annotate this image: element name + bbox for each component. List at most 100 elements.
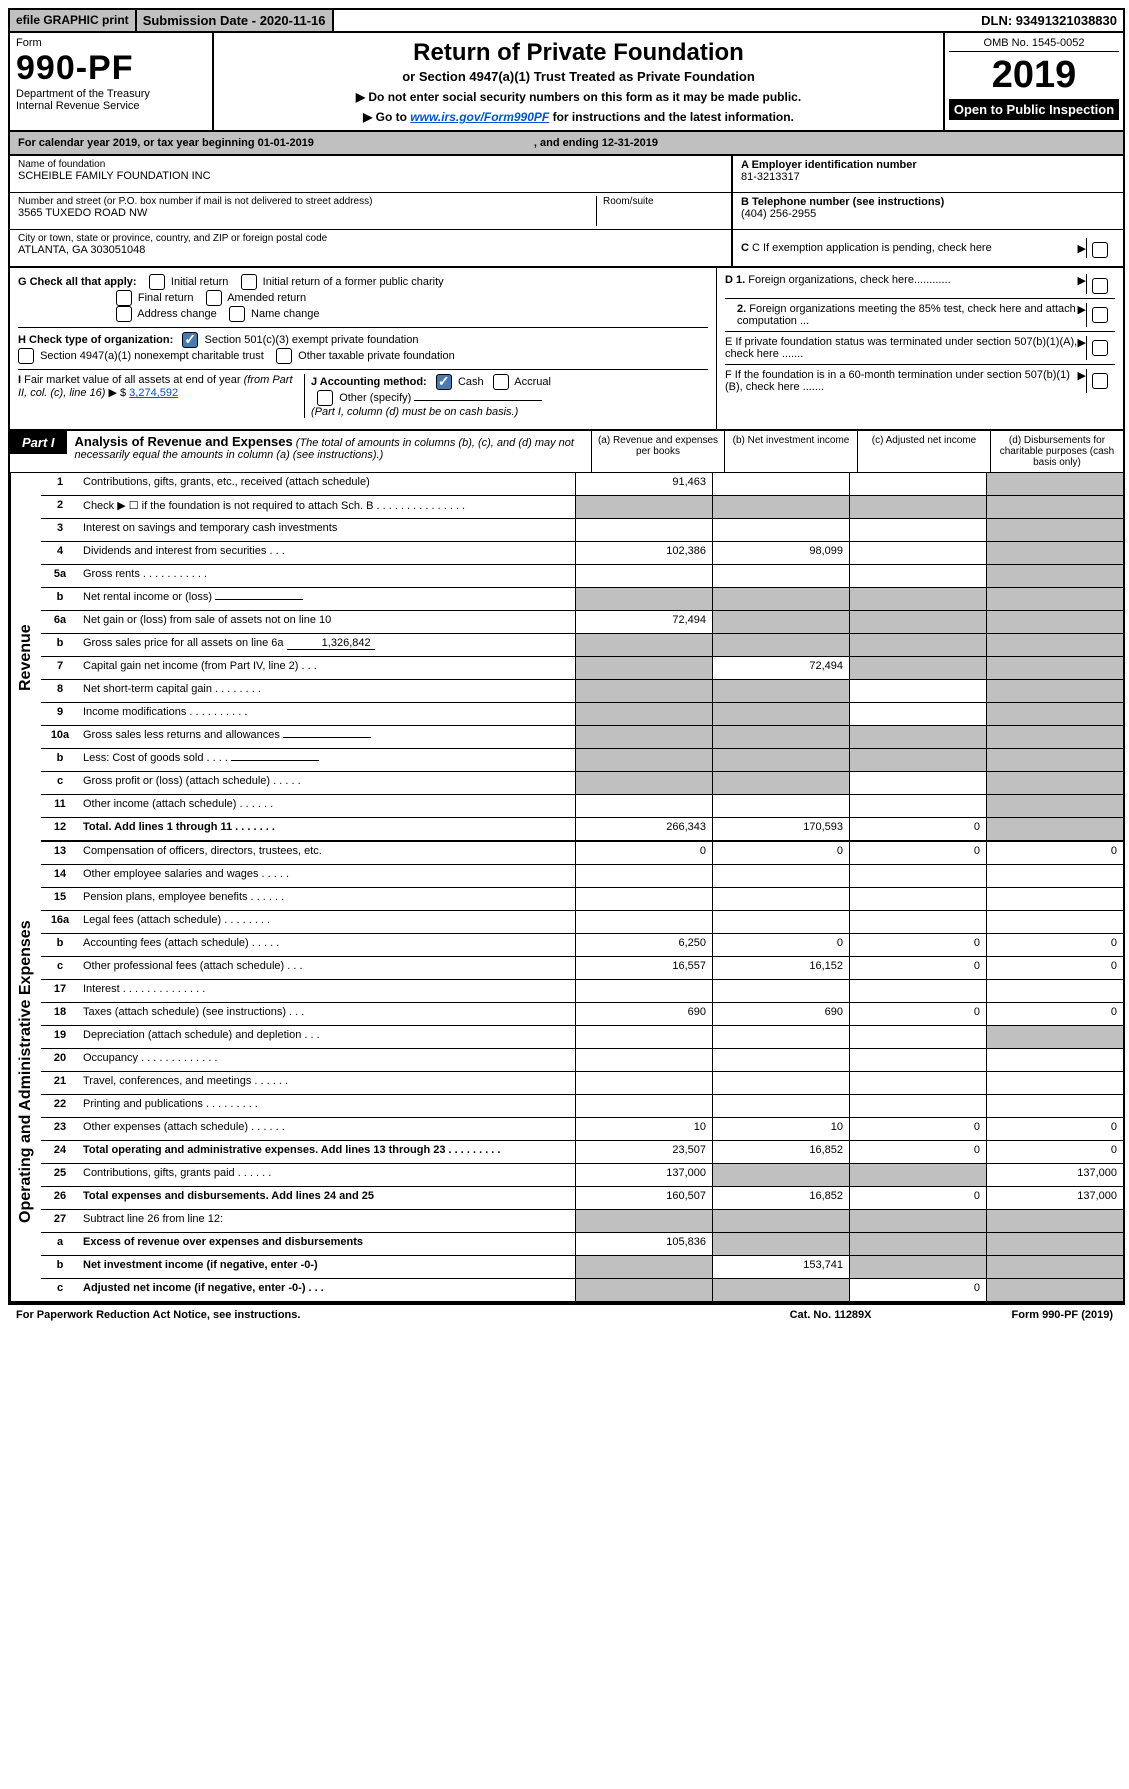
row-description: Depreciation (attach schedule) and deple… <box>79 1026 575 1048</box>
d1-chk[interactable] <box>1092 278 1108 294</box>
other-taxable-chk[interactable] <box>276 348 292 364</box>
form-number: 990-PF <box>16 49 206 88</box>
part1-header: Part I Analysis of Revenue and Expenses … <box>10 431 1123 473</box>
d2-label: 2. Foreign organizations meeting the 85%… <box>725 303 1078 327</box>
501c3-chk[interactable] <box>182 332 198 348</box>
cell-col-a <box>575 519 712 541</box>
line-12: 12Total. Add lines 1 through 11 . . . . … <box>41 818 1123 842</box>
period-begin: For calendar year 2019, or tax year begi… <box>18 137 314 149</box>
cell-col-a <box>575 1026 712 1048</box>
line-18: 18Taxes (attach schedule) (see instructi… <box>41 1003 1123 1026</box>
4947-chk[interactable] <box>18 348 34 364</box>
initial-return-chk[interactable] <box>149 274 165 290</box>
row-number: 3 <box>41 519 79 541</box>
cell-col-c <box>849 1233 986 1255</box>
row-number: 1 <box>41 473 79 495</box>
row-number: 6a <box>41 611 79 633</box>
cell-col-d <box>986 726 1123 748</box>
exemption-label: C C If exemption application is pending,… <box>741 242 1078 254</box>
cell-col-a: 72,494 <box>575 611 712 633</box>
cell-col-d <box>986 1233 1123 1255</box>
amended-chk[interactable] <box>206 290 222 306</box>
phone-value: (404) 256-2955 <box>741 208 1115 220</box>
row-description: Compensation of officers, directors, tru… <box>79 842 575 864</box>
cell-col-b <box>712 888 849 910</box>
address-change-chk[interactable] <box>116 306 132 322</box>
cat-number: Cat. No. 11289X <box>790 1309 872 1321</box>
exemption-checkbox[interactable] <box>1092 242 1108 258</box>
cell-col-c: 0 <box>849 957 986 979</box>
line-a: aExcess of revenue over expenses and dis… <box>41 1233 1123 1256</box>
row-number: 17 <box>41 980 79 1002</box>
final-return-chk[interactable] <box>116 290 132 306</box>
irs-link[interactable]: www.irs.gov/Form990PF <box>410 110 549 124</box>
h-row: H Check type of organization: Section 50… <box>18 327 708 364</box>
cell-col-c: 0 <box>849 1118 986 1140</box>
cell-col-a <box>575 1072 712 1094</box>
line-16a: 16aLegal fees (attach schedule) . . . . … <box>41 911 1123 934</box>
cell-col-a <box>575 980 712 1002</box>
cell-col-c <box>849 657 986 679</box>
cell-col-d <box>986 1256 1123 1278</box>
cell-col-a <box>575 680 712 702</box>
fmv-link[interactable]: 3,274,592 <box>129 387 178 399</box>
entity-info: Name of foundation SCHEIBLE FAMILY FOUND… <box>10 156 1123 268</box>
line-b: bAccounting fees (attach schedule) . . .… <box>41 934 1123 957</box>
d2-chk[interactable] <box>1092 307 1108 323</box>
efile-print-button[interactable]: efile GRAPHIC print <box>10 10 137 31</box>
row-number: c <box>41 772 79 794</box>
cell-col-c <box>849 1095 986 1117</box>
line-19: 19Depreciation (attach schedule) and dep… <box>41 1026 1123 1049</box>
name-change-chk[interactable] <box>229 306 245 322</box>
period-end: , and ending 12-31-2019 <box>534 137 658 149</box>
cell-col-b: 170,593 <box>712 818 849 840</box>
cell-col-c <box>849 519 986 541</box>
cell-col-a: 690 <box>575 1003 712 1025</box>
row-number: b <box>41 1256 79 1278</box>
cell-col-b <box>712 772 849 794</box>
cell-col-b <box>712 588 849 610</box>
f-chk[interactable] <box>1092 373 1108 389</box>
accrual-chk[interactable] <box>493 374 509 390</box>
cell-col-d <box>986 611 1123 633</box>
goto-notice: ▶ Go to www.irs.gov/Form990PF for instru… <box>222 110 935 124</box>
column-headers: (a) Revenue and expenses per books (b) N… <box>591 431 1123 472</box>
line-1: 1Contributions, gifts, grants, etc., rec… <box>41 473 1123 496</box>
cell-col-a: 0 <box>575 842 712 864</box>
cell-col-d: 0 <box>986 1118 1123 1140</box>
city-state-zip: ATLANTA, GA 303051048 <box>18 244 723 256</box>
e-label: E If private foundation status was termi… <box>725 336 1078 360</box>
cell-col-d: 0 <box>986 934 1123 956</box>
line-4: 4Dividends and interest from securities … <box>41 542 1123 565</box>
cash-chk[interactable] <box>436 374 452 390</box>
line-2: 2Check ▶ ☐ if the foundation is not requ… <box>41 496 1123 519</box>
line-17: 17Interest . . . . . . . . . . . . . . <box>41 980 1123 1003</box>
initial-former-chk[interactable] <box>241 274 257 290</box>
cell-col-a <box>575 888 712 910</box>
room-label: Room/suite <box>603 196 723 207</box>
cell-col-d: 0 <box>986 1003 1123 1025</box>
line-b: bNet rental income or (loss) <box>41 588 1123 611</box>
row-number: 2 <box>41 496 79 518</box>
cell-col-d: 137,000 <box>986 1187 1123 1209</box>
irs-label: Internal Revenue Service <box>16 100 206 112</box>
line-c: cOther professional fees (attach schedul… <box>41 957 1123 980</box>
cell-col-b <box>712 634 849 656</box>
cell-col-b <box>712 703 849 725</box>
row-description: Other employee salaries and wages . . . … <box>79 865 575 887</box>
d1-label: D 1. Foreign organizations, check here..… <box>725 274 1078 294</box>
ein-value: 81-3213317 <box>741 171 1115 183</box>
row-description: Legal fees (attach schedule) . . . . . .… <box>79 911 575 933</box>
cell-col-d <box>986 1026 1123 1048</box>
cell-col-a: 6,250 <box>575 934 712 956</box>
row-description: Dividends and interest from securities .… <box>79 542 575 564</box>
e-chk[interactable] <box>1092 340 1108 356</box>
cell-col-a <box>575 1095 712 1117</box>
row-description: Gross sales less returns and allowances <box>79 726 575 748</box>
revenue-label: Revenue <box>10 473 41 843</box>
row-description: Other income (attach schedule) . . . . .… <box>79 795 575 817</box>
line-11: 11Other income (attach schedule) . . . .… <box>41 795 1123 818</box>
section-g-through-j: G Check all that apply: Initial return I… <box>10 268 1123 431</box>
other-method-chk[interactable] <box>317 390 333 406</box>
line-23: 23Other expenses (attach schedule) . . .… <box>41 1118 1123 1141</box>
